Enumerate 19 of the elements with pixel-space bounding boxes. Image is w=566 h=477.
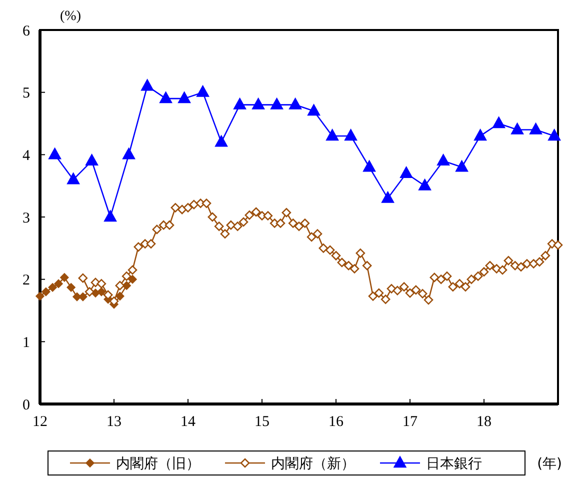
legend-label: 日本銀行 (426, 456, 482, 472)
y-axis-title: (%) (60, 9, 82, 24)
y-tick-label: 5 (22, 86, 30, 102)
legend-label: 内閣府（新） (271, 456, 355, 472)
x-tick-label: 14 (180, 414, 196, 430)
x-axis-title: (年) (537, 456, 562, 472)
x-tick-label: 17 (402, 414, 418, 430)
legend-label: 内閣府（旧） (116, 456, 200, 472)
y-tick-label: 1 (22, 334, 30, 351)
y-tick-label: 6 (22, 23, 30, 40)
y-tick-label: 0 (22, 397, 30, 414)
y-tick-label: 4 (22, 148, 30, 164)
x-tick-label: 13 (106, 414, 122, 430)
y-tick-label: 2 (22, 272, 30, 289)
x-tick-label: 16 (328, 414, 344, 430)
x-tick-label: 18 (476, 414, 492, 430)
x-tick-label: 12 (32, 414, 48, 430)
y-tick-label: 3 (22, 210, 30, 226)
x-tick-label: 15 (254, 414, 270, 430)
